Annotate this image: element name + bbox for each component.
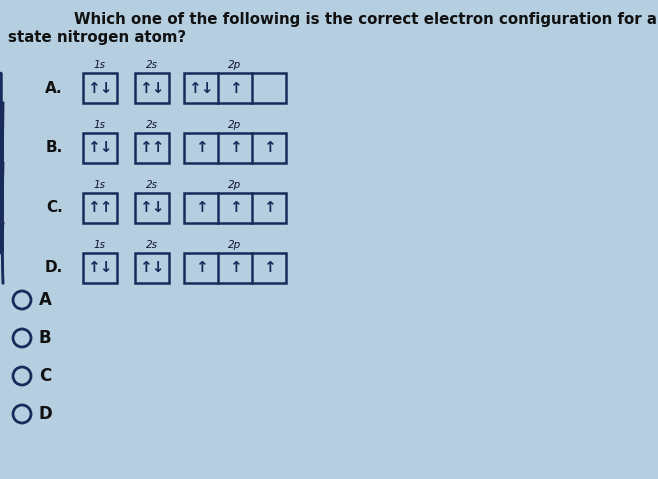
Text: ↑↓: ↑↓ [188,80,214,95]
Text: ↑: ↑ [228,261,241,275]
Text: 2p: 2p [228,120,241,130]
Text: ↑: ↑ [263,261,276,275]
Text: ↑↓: ↑↓ [139,261,164,275]
Text: 2p: 2p [228,60,241,70]
Text: 1s: 1s [94,240,106,250]
Text: 2p: 2p [228,240,241,250]
Text: B: B [39,329,51,347]
Text: 2s: 2s [146,180,158,190]
Text: Which one of the following is the correct electron configuration for a ground-: Which one of the following is the correc… [74,12,658,27]
Text: 1s: 1s [94,180,106,190]
Text: C: C [39,367,51,385]
Text: state nitrogen atom?: state nitrogen atom? [8,30,186,45]
Text: 2s: 2s [146,240,158,250]
Text: 1s: 1s [94,60,106,70]
Text: B.: B. [46,140,63,156]
Text: C.: C. [46,201,63,216]
Text: ↑: ↑ [195,261,207,275]
Text: 2p: 2p [228,180,241,190]
Text: ↑↓: ↑↓ [139,201,164,216]
Text: D: D [39,405,53,423]
Text: ↑↓: ↑↓ [88,140,113,156]
Text: D.: D. [45,261,63,275]
Text: ↑: ↑ [195,201,207,216]
Text: A: A [39,291,52,309]
Text: A.: A. [45,80,63,95]
Text: ↑↓: ↑↓ [88,80,113,95]
Text: ↑↓: ↑↓ [88,261,113,275]
Text: ↑: ↑ [228,80,241,95]
Text: ↑: ↑ [195,140,207,156]
Text: ↑↑: ↑↑ [88,201,113,216]
Text: 2s: 2s [146,120,158,130]
Text: ↑: ↑ [228,140,241,156]
Text: ↑↑: ↑↑ [139,140,164,156]
Text: 1s: 1s [94,120,106,130]
Text: ↑↓: ↑↓ [139,80,164,95]
Text: ↑: ↑ [263,201,276,216]
Text: ↑: ↑ [228,201,241,216]
Text: ↑: ↑ [263,140,276,156]
Text: 2s: 2s [146,60,158,70]
